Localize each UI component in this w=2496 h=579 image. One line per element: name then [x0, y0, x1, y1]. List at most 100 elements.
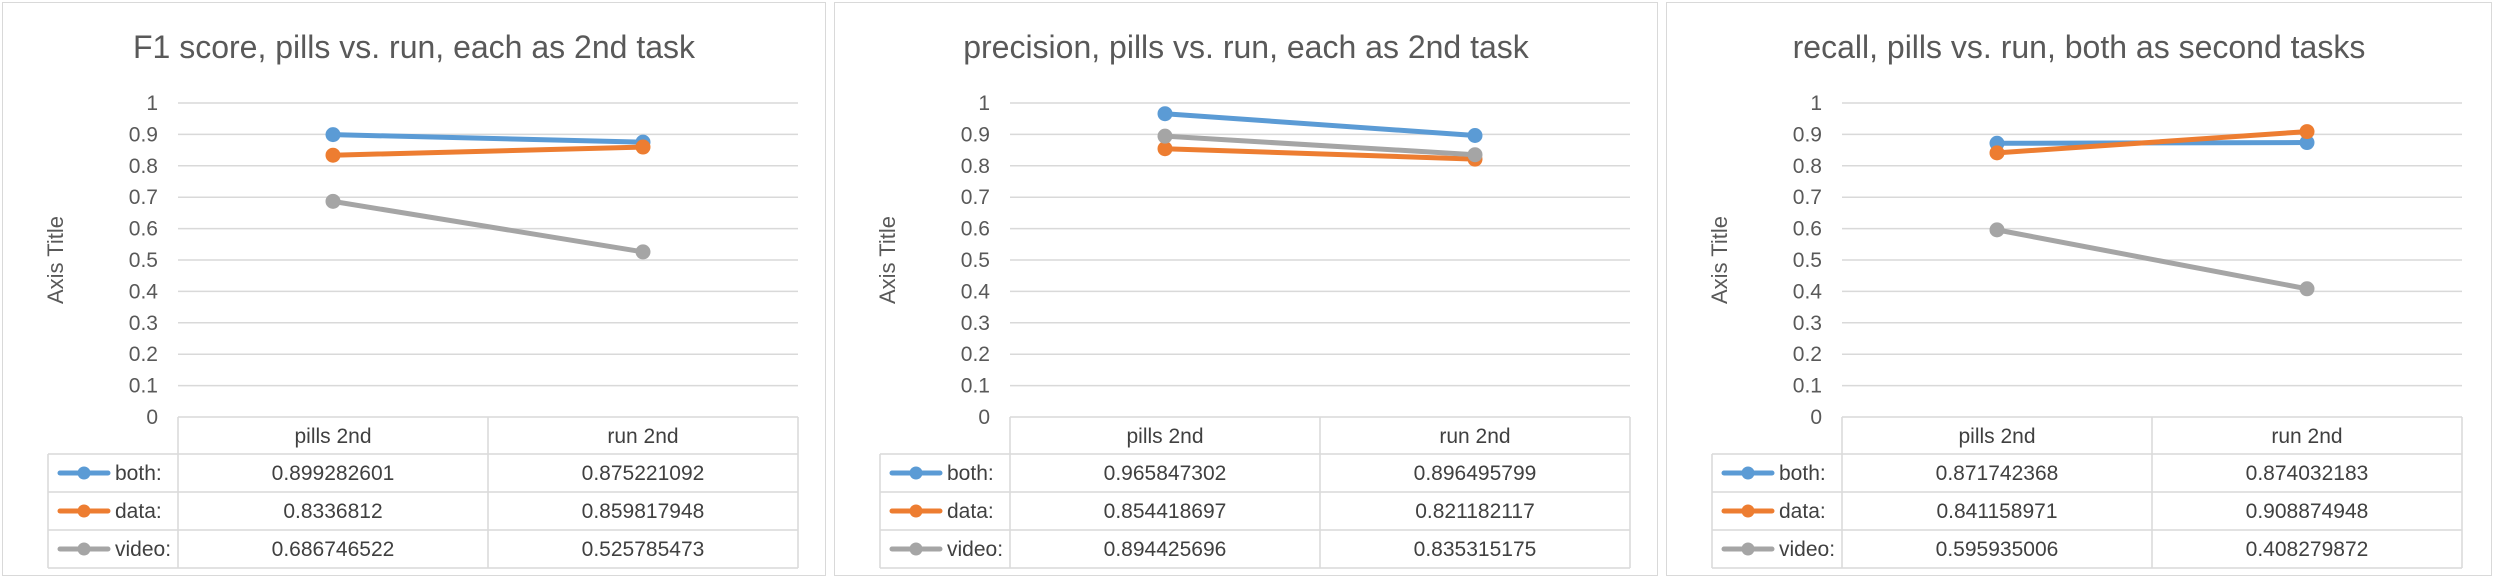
y-tick-label: 0.6: [129, 218, 158, 241]
y-tick-label: 1: [978, 92, 990, 115]
y-tick-label: 0.4: [961, 280, 991, 303]
y-tick-label: 0.7: [1793, 186, 1822, 209]
data-point: [1157, 106, 1173, 122]
legend-key-marker: [1741, 466, 1755, 480]
y-tick-label: 0.1: [129, 375, 158, 398]
data-point: [1467, 147, 1483, 163]
y-tick-label: 0.4: [1793, 280, 1823, 303]
y-tick-label: 0.9: [129, 123, 158, 146]
legend-series-name: video:: [947, 538, 1003, 561]
data-point: [1989, 145, 2005, 161]
series-line: [1994, 227, 2310, 292]
series-line: [1162, 133, 1478, 158]
x-category-label: pills 2nd: [294, 425, 371, 448]
y-tick-label: 0.2: [1793, 343, 1822, 366]
series-line: [330, 132, 646, 145]
y-tick-label: 0.5: [129, 249, 158, 272]
y-tick-label: 0.8: [961, 155, 990, 178]
legend-key-marker: [77, 504, 91, 518]
legend-key-marker: [909, 504, 923, 518]
table-value-cell: 0.525785473: [582, 538, 705, 561]
x-category-label: run 2nd: [2271, 425, 2342, 448]
y-tick-label: 0.6: [1793, 218, 1822, 241]
y-tick-label: 0.5: [1793, 249, 1822, 272]
chart-plot: 0 0.1 0.2 0.3 0.4 0.5 0.6 0.7 0.8 0.9 1 Axis Title p…: [43, 92, 799, 569]
y-tick-label: 1: [146, 92, 158, 115]
legend-key-marker: [77, 542, 91, 556]
table-value-cell: 0.595935006: [1936, 538, 2059, 561]
y-tick-label: 0.5: [961, 249, 990, 272]
data-point: [1467, 128, 1483, 144]
table-value-cell: 0.896495799: [1414, 462, 1537, 485]
legend-series-name: video:: [115, 538, 171, 561]
chart-plot: 0 0.1 0.2 0.3 0.4 0.5 0.6 0.7 0.8 0.9 1 Axis Title p…: [875, 92, 1631, 569]
series-line: [330, 198, 646, 255]
series-line: [1162, 146, 1478, 162]
legend-series-name: both:: [1779, 462, 1826, 485]
y-tick-label: 0.9: [961, 123, 990, 146]
table-value-cell: 0.894425696: [1104, 538, 1227, 561]
chart-panel-f1: F1 score, pills vs. run, each as 2nd tas…: [2, 2, 826, 576]
y-tick-label: 0.6: [961, 218, 990, 241]
table-value-cell: 0.841158971: [1936, 500, 2057, 523]
y-tick-label: 0.8: [129, 155, 158, 178]
x-category-label: run 2nd: [1439, 425, 1510, 448]
y-tick-label: 0.4: [129, 280, 159, 303]
x-category-label: run 2nd: [607, 425, 678, 448]
legend-key-marker: [77, 466, 91, 480]
y-tick-label: 1: [1810, 92, 1822, 115]
chart-title: precision, pills vs. run, each as 2nd ta…: [963, 29, 1529, 65]
legend-key-marker: [1741, 542, 1755, 556]
y-tick-label: 0.7: [129, 186, 158, 209]
y-axis-title: Axis Title: [1707, 216, 1732, 304]
chart-title: recall, pills vs. run, both as second ta…: [1792, 29, 2366, 65]
data-point: [1157, 128, 1173, 144]
series-line: [1994, 129, 2310, 156]
table-value-cell: 0.821182117: [1415, 500, 1535, 523]
table-value-cell: 0.875221092: [582, 462, 705, 485]
y-tick-label: 0.3: [1793, 312, 1822, 335]
data-point: [2299, 135, 2315, 151]
series-line: [1162, 111, 1478, 139]
legend-series-name: data:: [115, 500, 162, 523]
y-tick-label: 0.1: [961, 375, 990, 398]
y-tick-label: 0.3: [961, 312, 990, 335]
table-value-cell: 0.908874948: [2246, 500, 2369, 523]
data-point: [325, 147, 341, 163]
data-point: [2299, 281, 2315, 297]
table-value-cell: 0.686746522: [272, 538, 395, 561]
data-point: [635, 244, 651, 260]
legend-series-name: data:: [947, 500, 994, 523]
chart-plot: 0 0.1 0.2 0.3 0.4 0.5 0.6 0.7 0.8 0.9 1 Axis Title p…: [1707, 92, 2463, 569]
legend-series-name: video:: [1779, 538, 1835, 561]
y-tick-label: 0.2: [961, 343, 990, 366]
data-point: [635, 139, 651, 155]
table-value-cell: 0.408279872: [2246, 538, 2369, 561]
legend-series-name: data:: [1779, 500, 1826, 523]
table-value-cell: 0.859817948: [582, 500, 705, 523]
y-tick-label: 0.1: [1793, 375, 1822, 398]
table-value-cell: 0.899282601: [272, 462, 395, 485]
y-tick-label: 0: [1810, 406, 1822, 429]
y-tick-label: 0: [146, 406, 158, 429]
table-value-cell: 0.965847302: [1104, 462, 1227, 485]
y-tick-label: 0.8: [1793, 155, 1822, 178]
y-axis-title: Axis Title: [43, 216, 68, 304]
y-tick-label: 0: [978, 406, 990, 429]
y-tick-label: 0.7: [961, 186, 990, 209]
chart-panel-precision: precision, pills vs. run, each as 2nd ta…: [834, 2, 1658, 576]
data-point: [1989, 222, 2005, 238]
data-point: [325, 127, 341, 143]
table-value-cell: 0.871742368: [1936, 462, 2059, 485]
legend-series-name: both:: [115, 462, 162, 485]
data-point: [325, 193, 341, 209]
legend-key-marker: [909, 466, 923, 480]
series-line: [330, 144, 646, 158]
chart-title: F1 score, pills vs. run, each as 2nd tas…: [132, 29, 696, 65]
table-value-cell: 0.874032183: [2246, 462, 2369, 485]
legend-key-marker: [909, 542, 923, 556]
chart-panel-recall: recall, pills vs. run, both as second ta…: [1666, 2, 2492, 576]
legend-series-name: both:: [947, 462, 994, 485]
y-tick-label: 0.9: [1793, 123, 1822, 146]
legend-key-marker: [1741, 504, 1755, 518]
